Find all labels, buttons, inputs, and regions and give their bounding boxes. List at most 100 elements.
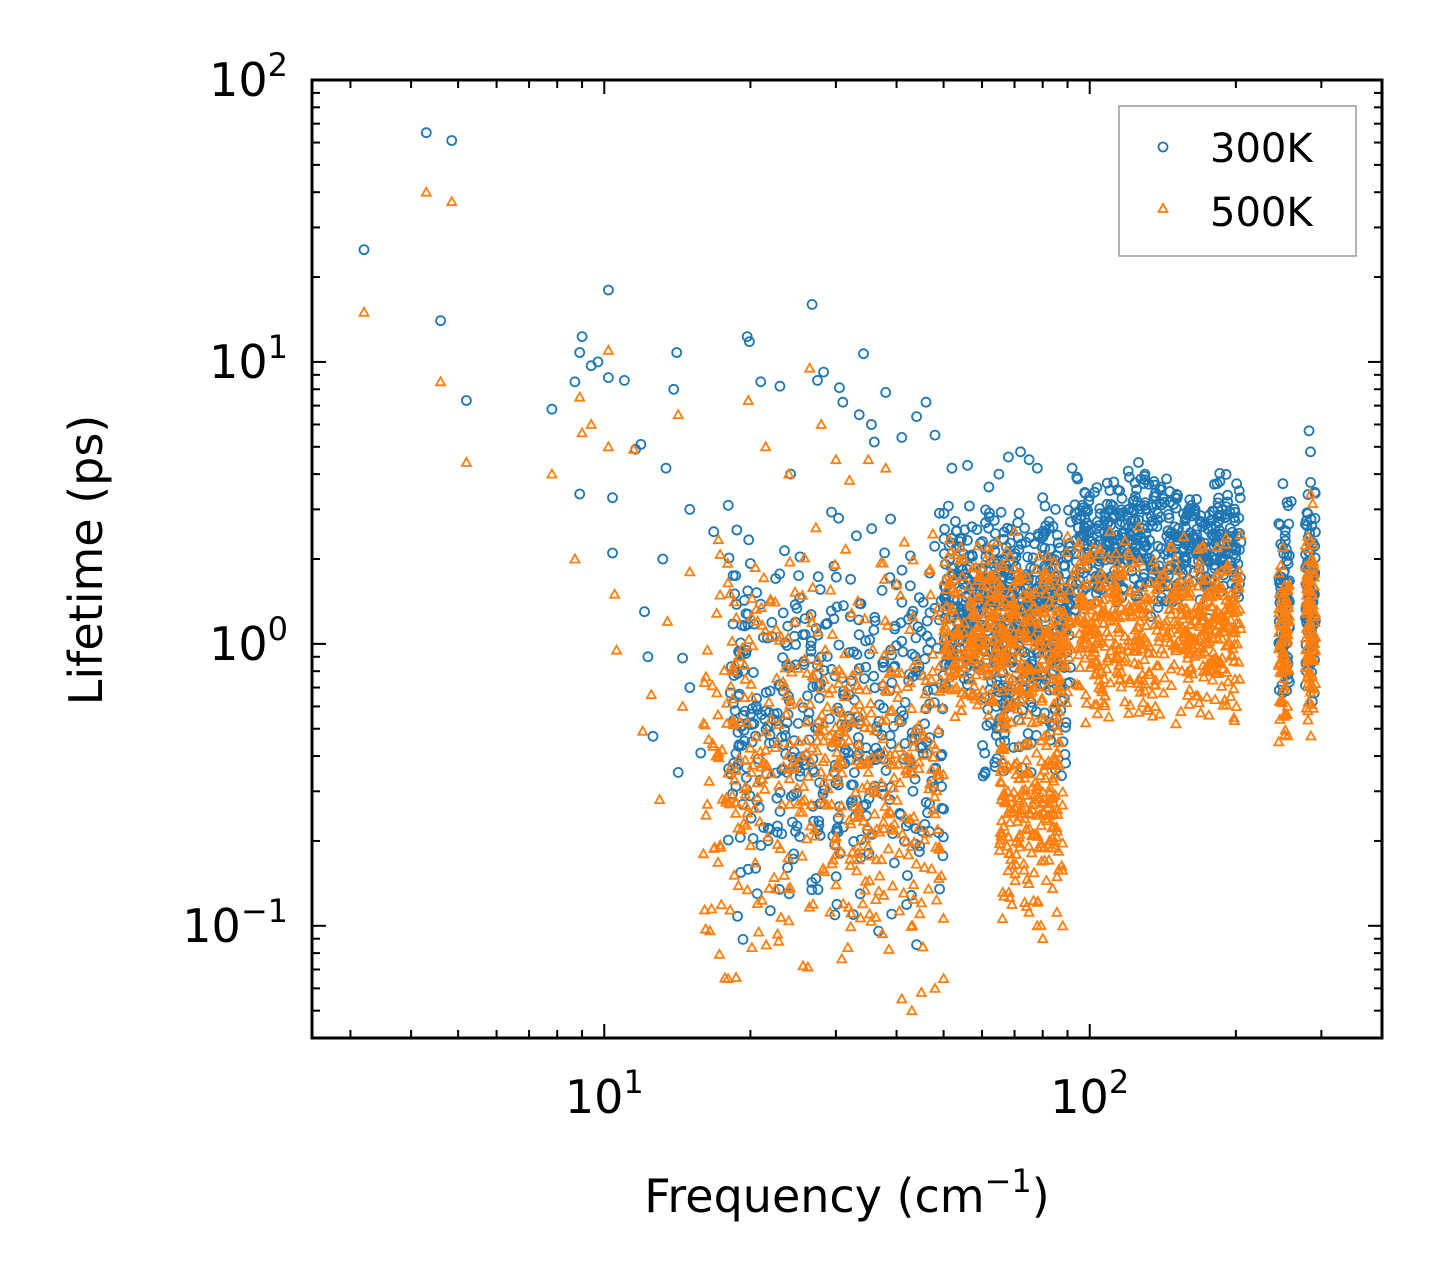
data-point-500k — [964, 655, 977, 666]
data-point-500k — [772, 779, 785, 791]
data-point-300k — [1114, 518, 1126, 530]
data-point-300k — [1305, 446, 1316, 458]
data-point-500k — [775, 630, 788, 642]
data-point-300k — [864, 634, 876, 646]
data-point-500k — [755, 601, 768, 613]
data-point-500k — [812, 714, 825, 725]
data-point-500k — [882, 943, 895, 954]
data-point-500k — [1003, 816, 1016, 827]
data-point-500k — [751, 776, 764, 788]
data-point-500k — [1049, 591, 1062, 602]
data-point-500k — [881, 619, 894, 630]
data-point-300k — [879, 547, 890, 559]
data-point-500k — [829, 734, 842, 746]
data-point-500k — [1038, 564, 1052, 576]
data-point-500k — [1018, 788, 1031, 800]
data-point-300k — [1162, 525, 1174, 537]
data-point-500k — [983, 546, 996, 558]
data-point-500k — [974, 631, 987, 642]
data-point-500k — [1055, 859, 1068, 871]
data-point-500k — [1045, 601, 1058, 613]
data-point-500k — [726, 789, 739, 800]
data-point-500k — [1047, 751, 1060, 763]
data-point-300k — [1153, 595, 1164, 607]
data-point-500k — [722, 795, 735, 807]
data-point-300k — [939, 523, 950, 535]
data-point-500k — [831, 775, 844, 786]
data-point-500k — [1012, 650, 1025, 662]
data-point-300k — [821, 618, 833, 629]
data-point-500k — [980, 619, 993, 631]
data-point-500k — [837, 897, 850, 909]
data-point-500k — [1200, 690, 1213, 702]
data-point-300k — [1281, 555, 1293, 567]
data-point-300k — [1029, 538, 1040, 550]
data-point-300k — [812, 884, 824, 895]
data-point-500k — [745, 690, 758, 702]
data-point-500k — [1043, 595, 1056, 607]
data-point-500k — [728, 656, 742, 668]
data-point-500k — [885, 643, 898, 655]
data-point-500k — [997, 889, 1011, 901]
data-point-300k — [858, 348, 869, 360]
data-point-500k — [1002, 680, 1015, 691]
data-point-500k — [1006, 672, 1019, 683]
data-point-300k — [943, 500, 954, 512]
data-point-500k — [708, 841, 721, 852]
data-point-500k — [823, 770, 836, 781]
data-point-500k — [1030, 809, 1043, 820]
data-point-300k — [1280, 525, 1291, 536]
data-point-300k — [950, 525, 962, 537]
data-point-500k — [1034, 769, 1047, 781]
data-point-500k — [825, 857, 838, 869]
data-point-500k — [945, 683, 959, 695]
data-point-500k — [1047, 807, 1060, 818]
data-point-500k — [1061, 685, 1074, 697]
data-point-500k — [777, 760, 790, 772]
data-point-300k — [868, 436, 880, 448]
data-point-500k — [710, 607, 723, 618]
data-point-300k — [1191, 493, 1202, 505]
data-point-300k — [1230, 552, 1241, 564]
data-point-500k — [821, 798, 834, 810]
data-point-300k — [1112, 534, 1123, 546]
data-point-500k — [1053, 759, 1066, 770]
data-point-300k — [1022, 551, 1033, 563]
data-point-300k — [812, 659, 823, 671]
data-point-500k — [698, 676, 711, 687]
data-point-500k — [759, 743, 772, 755]
data-point-500k — [988, 631, 1001, 643]
data-point-500k — [907, 660, 920, 671]
data-point-300k — [746, 703, 758, 715]
data-point-500k — [861, 819, 874, 831]
data-point-300k — [1091, 482, 1103, 494]
data-point-500k — [1032, 617, 1045, 629]
data-point-500k — [1051, 712, 1065, 723]
data-point-500k — [1054, 660, 1067, 672]
data-point-500k — [875, 853, 888, 864]
data-point-300k — [851, 530, 862, 542]
data-point-500k — [994, 600, 1007, 612]
data-point-500k — [971, 539, 985, 551]
data-point-300k — [592, 356, 604, 368]
data-point-300k — [814, 692, 825, 704]
data-point-300k — [779, 545, 790, 557]
data-point-500k — [788, 760, 801, 772]
data-point-500k — [909, 723, 922, 734]
data-point-500k — [933, 659, 946, 671]
data-point-500k — [701, 797, 714, 809]
data-point-500k — [778, 868, 791, 880]
data-point-500k — [920, 827, 933, 838]
data-point-500k — [972, 590, 985, 601]
data-point-500k — [829, 838, 842, 849]
data-point-500k — [1009, 858, 1022, 869]
data-point-500k — [1050, 684, 1063, 695]
data-point-500k — [959, 632, 972, 644]
data-point-500k — [834, 845, 848, 857]
data-point-500k — [965, 673, 978, 685]
data-point-500k — [729, 795, 742, 807]
data-point-300k — [834, 382, 845, 394]
data-point-500k — [796, 795, 809, 806]
data-point-500k — [849, 754, 862, 765]
data-point-500k — [1001, 839, 1014, 851]
